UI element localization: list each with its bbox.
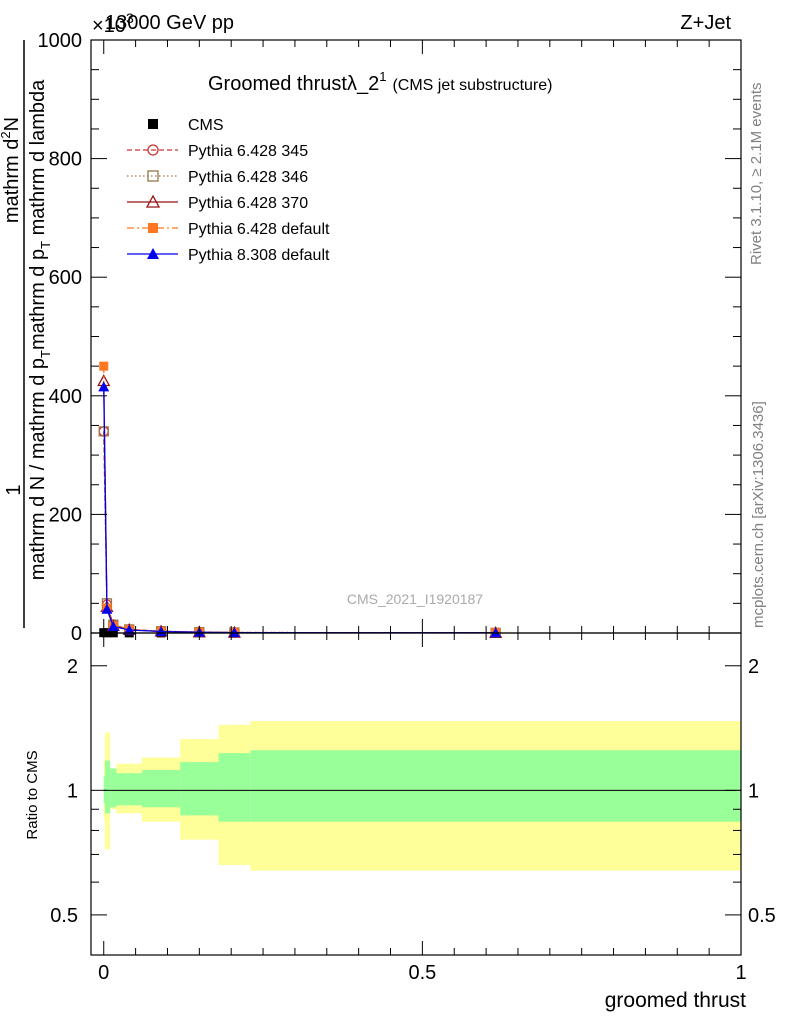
energy-label: 13000 GeV pp — [105, 12, 234, 34]
y-tick-label: 600 — [49, 267, 82, 289]
ratio-y-label: Ratio to CMS — [24, 750, 41, 839]
process-label: Z+Jet — [680, 12, 731, 34]
inner-band-bin — [141, 769, 181, 808]
legend: CMS Pythia 6.428 345 Pythia 6.428 346 Pythi… — [127, 117, 330, 264]
rivet-label: Rivet 3.1.10, ≥ 2.1M events — [748, 83, 765, 266]
data-point — [101, 603, 113, 614]
legend-marker — [147, 248, 159, 259]
legend-marker — [148, 223, 158, 233]
inner-band-bin — [110, 768, 117, 808]
legend-label: CMS — [188, 117, 224, 134]
inner-band-bin — [116, 773, 142, 806]
ratio-tick-label-right: 0.5 — [748, 905, 776, 927]
x-axis: 0 0.5 1 — [98, 40, 747, 984]
inner-band-bin — [180, 762, 219, 816]
mcplots-label: mcplots.cern.ch [arXiv:1306.3436] — [750, 401, 767, 628]
x-tick-label: 0 — [98, 962, 109, 984]
main-y-axis: 0 200 400 600 800 1000 — [38, 30, 741, 645]
chart-title-note: (CMS jet substructure) — [392, 77, 552, 94]
ratio-y-axis: 0.5 0.5 1 1 2 2 — [50, 656, 776, 927]
x-axis-label: groomed thrust — [605, 989, 746, 1012]
data-point — [107, 620, 119, 631]
ratio-uncertainty-bands — [103, 721, 741, 871]
y-tick-label: 800 — [49, 149, 82, 171]
legend-marker — [145, 194, 161, 208]
ratio-plot-frame — [90, 632, 742, 956]
svg-text:mathrm d N / mathrm d pTmathrm: mathrm d N / mathrm d pTmathrm d pT math… — [27, 79, 53, 580]
data-point — [490, 627, 502, 638]
data-point — [98, 381, 110, 392]
ratio-tick-label-left: 0.5 — [50, 905, 78, 927]
legend-marker — [147, 144, 159, 156]
legend-marker — [147, 170, 159, 182]
y-tick-label: 200 — [49, 504, 82, 526]
legend-label: Pythia 6.428 346 — [188, 169, 308, 186]
legend-label: Pythia 6.428 370 — [188, 195, 308, 212]
y-scale-exponent: ×103 — [92, 10, 134, 37]
x-tick-label: 1 — [735, 962, 746, 984]
svg-text:mathrm d2N: mathrm d2N — [0, 117, 23, 223]
ratio-tick-label-right: 2 — [748, 656, 759, 678]
analysis-tag: CMS_2021_I1920187 — [347, 591, 483, 607]
svg-text:1: 1 — [3, 484, 25, 495]
ratio-tick-label-right: 1 — [748, 780, 759, 802]
main-y-axis-label: 1 mathrm d2N mathrm d N / mathrm d pTmat… — [0, 40, 53, 628]
inner-band-bin — [105, 760, 111, 814]
ratio-tick-label-left: 1 — [67, 780, 78, 802]
legend-label: Pythia 6.428 default — [188, 221, 330, 238]
inner-band-bin — [250, 750, 741, 822]
data-point — [99, 361, 109, 371]
y-tick-label: 1000 — [38, 30, 83, 52]
ratio-tick-label-left: 2 — [67, 656, 78, 678]
legend-marker — [148, 119, 158, 129]
x-tick-label: 0.5 — [408, 962, 436, 984]
chart-title: Groomed thrustλ_21(CMS jet substructure) — [208, 69, 552, 95]
legend-label: Pythia 6.428 345 — [188, 143, 308, 160]
legend-label: Pythia 8.308 default — [188, 247, 330, 264]
y-tick-label: 0 — [71, 623, 82, 645]
y-tick-label: 400 — [49, 386, 82, 408]
inner-band-bin — [218, 753, 251, 822]
data-point — [123, 624, 135, 635]
